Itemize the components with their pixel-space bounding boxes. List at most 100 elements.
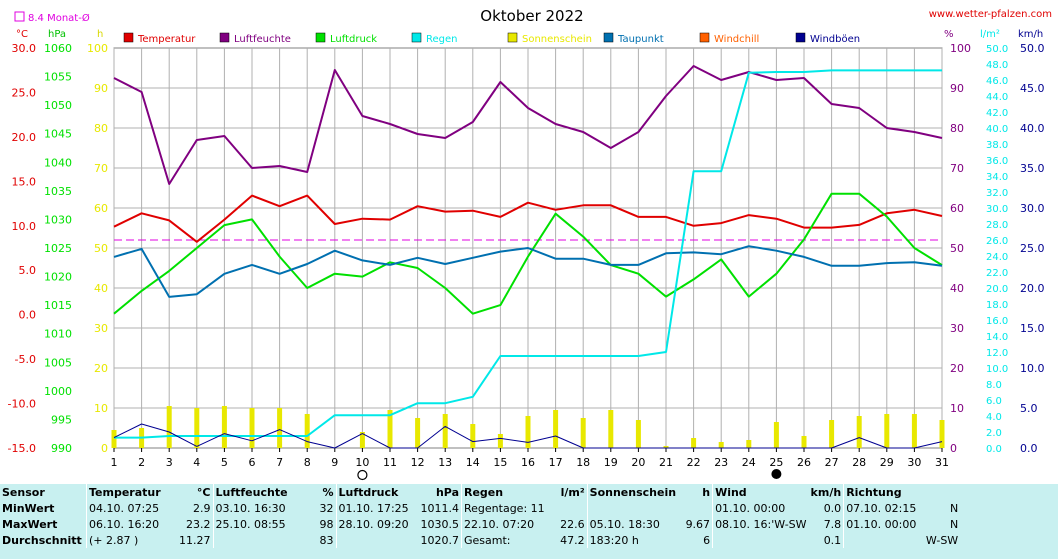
- wind-val: 0.1: [823, 533, 842, 547]
- legend-label: Temperatur: [137, 34, 196, 45]
- sunshine-bar: [497, 434, 503, 448]
- legend-swatch: [315, 32, 326, 43]
- rain-tick: 34.0: [986, 172, 1008, 183]
- temperature-tick: -10.0: [8, 398, 36, 411]
- stats-filler: [960, 484, 1057, 500]
- dir-when: 01.10. 00:00: [843, 516, 921, 532]
- temperature-tick: -15.0: [8, 442, 36, 455]
- legend-label: Sonnenschein: [522, 34, 592, 45]
- pressure-unit: hPa: [435, 485, 459, 499]
- rain-unit: l/m²: [560, 485, 585, 499]
- pressure-tick: 1035: [44, 185, 72, 198]
- sun-val: 6: [703, 533, 711, 547]
- sunshine-bar: [415, 418, 421, 448]
- hum-when: 03.10. 16:30: [212, 500, 302, 516]
- temperature-header: Temperatur: [86, 484, 177, 500]
- pressure-tick: 990: [51, 442, 72, 455]
- humidity-tick: 90: [950, 82, 964, 95]
- rain-tick: 12.0: [986, 348, 1008, 359]
- sun-when: 05.10. 18:30: [586, 516, 679, 532]
- pressure-tick: 1040: [44, 156, 72, 169]
- unit-percent: %: [944, 29, 954, 40]
- sunshine-bar: [911, 414, 917, 448]
- rain-tick: 14.0: [986, 332, 1008, 343]
- temp-val: 23.2: [186, 517, 211, 531]
- new-moon-icon: [771, 469, 782, 479]
- unit-hpa: hPa: [48, 29, 66, 40]
- legend-label: Taupunkt: [617, 34, 664, 45]
- dir-val: W-SW: [925, 533, 959, 547]
- press-val: 1011.4: [420, 501, 460, 515]
- day-tick: 27: [825, 456, 839, 469]
- rain-tick: 24.0: [986, 252, 1008, 263]
- hum-when: [212, 532, 302, 548]
- legend-swatch: [795, 32, 806, 43]
- rain-header: Regen: [460, 484, 547, 500]
- day-tick: 4: [193, 456, 200, 469]
- rain-tick: 28.0: [986, 220, 1008, 231]
- temperature-tick: 30.0: [12, 42, 37, 55]
- sensor-header: Sensor: [2, 485, 45, 499]
- sunshine-tick: 90: [94, 82, 108, 95]
- monthly-avg-label: 8.4 Monat-Ø: [28, 12, 90, 24]
- day-tick: 9: [331, 456, 338, 469]
- rain-tick: 36.0: [986, 156, 1008, 167]
- stats-row-avg: Durchschnitt (+ 2.87 ) 11.27 83 1020.7 G…: [0, 532, 1058, 548]
- rain-tick: 38.0: [986, 140, 1008, 151]
- sunshine-tick: 0: [101, 442, 108, 455]
- rain-tick: 8.0: [986, 380, 1002, 391]
- wind-tick: 0.0: [1020, 442, 1038, 455]
- series-lines: [113, 65, 943, 449]
- pressure-tick: 1000: [44, 385, 72, 398]
- sun-val: 9.67: [685, 517, 711, 531]
- direction-spacer: [920, 484, 960, 500]
- series-line-luftfeuchte: [113, 65, 943, 185]
- day-tick: 15: [493, 456, 507, 469]
- rain-val: 22.6: [560, 517, 585, 531]
- wind-val: 0.0: [823, 501, 842, 515]
- sunshine-tick: 80: [94, 122, 108, 135]
- day-tick: 25: [769, 456, 783, 469]
- wind-tick: 30.0: [1020, 202, 1045, 215]
- sunshine-tick: 30: [94, 322, 108, 335]
- humidity-tick: 60: [950, 202, 964, 215]
- pressure-tick: 995: [51, 413, 72, 426]
- day-tick: 13: [438, 456, 452, 469]
- moon-phases: [357, 469, 782, 481]
- sunshine-bar: [359, 432, 365, 448]
- chart-title: Oktober 2022: [480, 7, 583, 25]
- rain-when: Regentage: 11: [460, 500, 547, 516]
- series-line-temperatur: [113, 194, 943, 243]
- sunshine-bar: [470, 424, 476, 448]
- sunshine-bar: [249, 408, 255, 448]
- rain-val: [547, 500, 588, 516]
- day-tick: 11: [383, 456, 397, 469]
- temperature-tick: 25.0: [12, 86, 37, 99]
- day-tick: 20: [631, 456, 645, 469]
- site-link[interactable]: www.wetter-pfalzen.com: [929, 9, 1052, 20]
- legend-swatch: [699, 32, 710, 43]
- series-line-windböen: [113, 423, 943, 449]
- sunshine-bar: [829, 420, 835, 448]
- sunshine-bar: [884, 414, 890, 448]
- sunshine-tick: 40: [94, 282, 108, 295]
- wind-when: 01.10. 00:00: [712, 500, 809, 516]
- rain-tick: 6.0: [986, 396, 1002, 407]
- temp-when: 04.10. 07:25: [86, 500, 177, 516]
- day-tick: 22: [687, 456, 701, 469]
- pressure-tick: 1015: [44, 299, 72, 312]
- rain-tick: 30.0: [986, 204, 1008, 215]
- legend-label: Luftfeuchte: [234, 34, 291, 45]
- rain-tick: 50.0: [986, 44, 1008, 55]
- wind-tick: 20.0: [1020, 282, 1045, 295]
- stats-filler: [960, 532, 1057, 548]
- unit-hours: h: [97, 29, 103, 40]
- sunshine-bar: [691, 438, 697, 448]
- chart-axes: 30.025.020.015.010.05.00.0-5.0-10.0-15.0…: [8, 42, 1045, 469]
- stats-filler: [960, 500, 1057, 516]
- temperature-tick: 5.0: [19, 264, 37, 277]
- pressure-tick: 1060: [44, 42, 72, 55]
- statistics-table: Sensor Temperatur °C Luftfeuchte % Luftd…: [0, 484, 1058, 548]
- hum-when: 25.10. 08:55: [212, 516, 302, 532]
- temperature-tick: 0.0: [19, 309, 37, 322]
